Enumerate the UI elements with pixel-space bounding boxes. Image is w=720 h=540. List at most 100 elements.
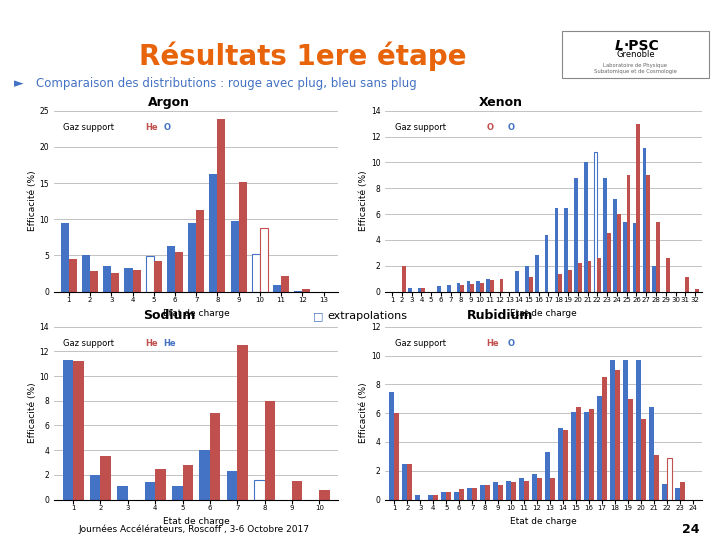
Text: He: He	[145, 339, 158, 348]
Bar	[568, 269, 572, 292]
Bar	[264, 401, 275, 500]
Bar	[260, 228, 268, 292]
Bar	[175, 252, 183, 292]
Bar	[230, 221, 238, 292]
Bar	[402, 266, 405, 292]
Bar	[69, 259, 77, 292]
Bar	[197, 210, 204, 292]
Bar	[500, 279, 503, 292]
Bar	[73, 361, 84, 500]
Bar	[589, 409, 594, 500]
Bar	[626, 176, 631, 292]
Text: L: L	[615, 39, 624, 53]
Text: Comparaison des distributions : rouge avec plug, bleu sans plug: Comparaison des distributions : rouge av…	[36, 77, 417, 90]
Bar	[480, 485, 485, 500]
Bar	[103, 266, 112, 292]
Text: Grenoble: Grenoble	[616, 50, 654, 59]
Bar	[145, 482, 156, 500]
Bar	[615, 370, 620, 500]
Bar	[532, 474, 537, 500]
Bar	[598, 258, 601, 292]
Bar	[578, 263, 582, 292]
Bar	[441, 492, 446, 500]
Bar	[273, 285, 281, 292]
Bar	[319, 490, 330, 500]
Bar	[656, 222, 660, 292]
Bar	[217, 119, 225, 292]
Text: Gaz support: Gaz support	[63, 123, 116, 132]
Bar	[545, 452, 550, 500]
Bar	[433, 495, 438, 500]
Bar	[613, 199, 617, 292]
Bar	[519, 478, 524, 500]
Bar	[550, 478, 555, 500]
Bar	[597, 396, 602, 500]
Bar	[447, 285, 451, 292]
Bar	[574, 178, 578, 292]
Y-axis label: Efficacité (%): Efficacité (%)	[359, 383, 368, 443]
Bar	[172, 486, 183, 500]
Bar	[675, 488, 680, 500]
Text: O: O	[487, 123, 494, 132]
Bar	[642, 148, 647, 292]
Bar	[636, 124, 640, 292]
Bar	[82, 255, 90, 292]
Bar	[563, 430, 568, 500]
Bar	[199, 450, 210, 500]
Bar	[680, 482, 685, 500]
Bar	[516, 271, 519, 292]
Bar	[418, 288, 421, 292]
Bar	[154, 261, 162, 292]
Bar	[238, 181, 247, 292]
Bar	[662, 484, 667, 500]
Text: O: O	[507, 339, 514, 348]
Bar	[498, 485, 503, 500]
Bar	[302, 289, 310, 292]
Bar	[685, 278, 689, 292]
Bar	[167, 246, 175, 292]
Bar	[602, 377, 607, 500]
Y-axis label: Efficacité (%): Efficacité (%)	[28, 383, 37, 443]
Bar	[623, 360, 628, 500]
Bar	[461, 285, 464, 292]
Bar	[652, 266, 656, 292]
Bar	[437, 286, 441, 292]
Bar	[390, 392, 395, 500]
Text: 1ère étape et résultats: 1ère étape et résultats	[173, 10, 276, 20]
Bar	[188, 223, 197, 292]
Text: Rubidium: Rubidium	[467, 309, 534, 322]
Bar	[636, 360, 641, 500]
Bar	[610, 360, 615, 500]
Bar	[607, 233, 611, 292]
Bar	[145, 256, 154, 292]
Text: 24: 24	[683, 523, 700, 536]
Bar	[281, 276, 289, 292]
Bar	[545, 235, 549, 292]
Text: Xenon: Xenon	[478, 96, 523, 109]
Bar	[227, 471, 237, 500]
Bar	[252, 254, 260, 292]
Bar	[408, 288, 412, 292]
Bar	[588, 261, 591, 292]
Text: O: O	[507, 123, 514, 132]
X-axis label: Etat de charge: Etat de charge	[163, 309, 230, 318]
Bar	[584, 411, 589, 500]
Text: Gaz support: Gaz support	[395, 339, 449, 348]
Bar	[254, 480, 264, 500]
Bar	[101, 456, 111, 500]
Bar	[571, 411, 576, 500]
Bar	[60, 223, 69, 292]
Bar	[485, 485, 490, 500]
Bar	[408, 463, 413, 500]
Bar	[584, 163, 588, 292]
X-axis label: Etat de charge: Etat de charge	[510, 517, 577, 525]
Bar	[459, 489, 464, 500]
Bar	[594, 152, 598, 292]
Bar	[633, 223, 636, 292]
Bar	[490, 280, 493, 292]
Bar	[641, 419, 646, 500]
Text: He: He	[163, 339, 176, 348]
Text: Laboratoire de Physique
Subatomique et de Cosmologie: Laboratoire de Physique Subatomique et d…	[594, 63, 677, 74]
Text: Résultats 1ere étape: Résultats 1ere étape	[139, 42, 466, 71]
Bar	[428, 495, 433, 500]
